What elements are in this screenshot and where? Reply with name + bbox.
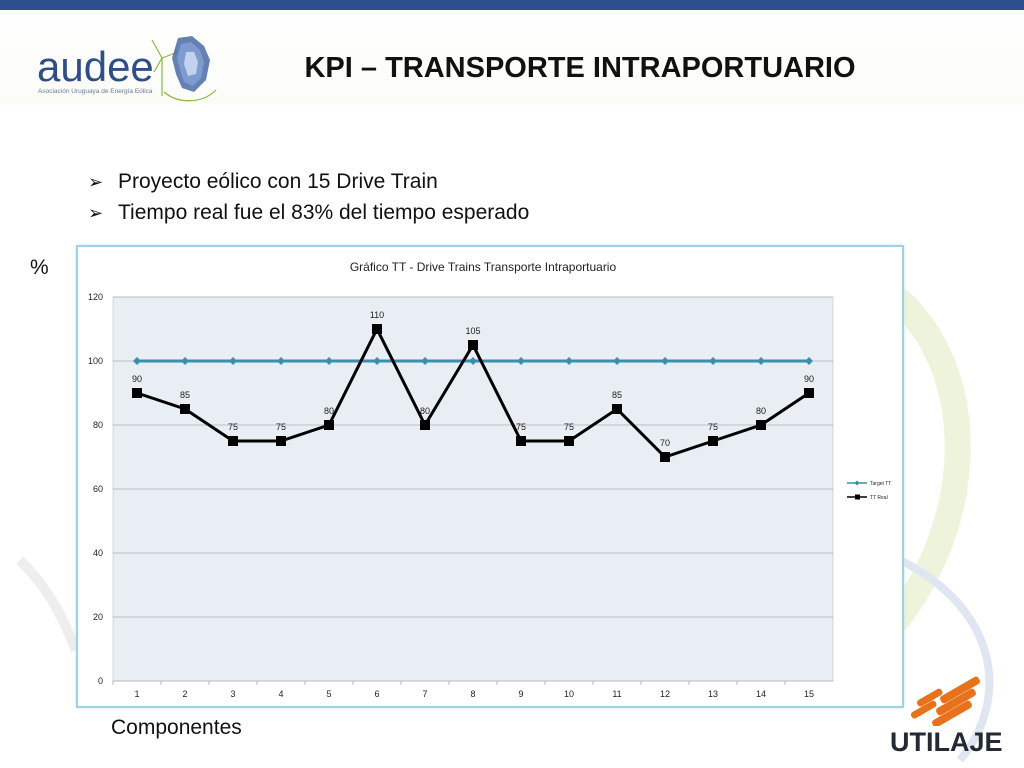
utilaje-logo-word: UTILAJE (890, 727, 1003, 757)
legend-marker (854, 480, 860, 486)
x-tick-label: 4 (278, 689, 283, 699)
y-tick-label: 80 (93, 420, 103, 430)
target-point (421, 357, 429, 365)
target-point (181, 357, 189, 365)
arrow-bullet-icon: ➢ (88, 172, 104, 192)
x-tick-label: 14 (756, 689, 766, 699)
real-point (132, 388, 142, 398)
real-point (228, 436, 238, 446)
x-tick-label: 15 (804, 689, 814, 699)
audee-logo: audee Asociación Uruguaya de Energía Eól… (30, 30, 220, 110)
line-chart: Gráfico TT - Drive Trains Transporte Int… (88, 260, 891, 699)
chart-frame: Gráfico TT - Drive Trains Transporte Int… (76, 245, 904, 708)
x-tick-label: 10 (564, 689, 574, 699)
x-tick-label: 1 (134, 689, 139, 699)
data-label: 80 (756, 406, 766, 416)
target-point (325, 357, 333, 365)
y-unit-label: % (30, 256, 49, 279)
x-tick-label: 6 (374, 689, 379, 699)
target-point (517, 357, 525, 365)
x-tick-label: 8 (470, 689, 475, 699)
utilaje-mark-icon (910, 676, 980, 728)
y-tick-label: 0 (98, 676, 103, 686)
x-caption: Componentes (111, 716, 242, 739)
data-label: 75 (228, 422, 238, 432)
real-point (276, 436, 286, 446)
target-point (805, 357, 813, 365)
x-tick-label: 12 (660, 689, 670, 699)
target-point (661, 357, 669, 365)
legend-label: TT Real (870, 495, 888, 501)
real-point (660, 452, 670, 462)
target-point (757, 357, 765, 365)
x-tick-label: 11 (612, 689, 621, 699)
y-tick-label: 60 (93, 484, 103, 494)
real-point (708, 436, 718, 446)
real-point (324, 420, 334, 430)
data-label: 75 (516, 422, 526, 432)
data-label: 85 (612, 390, 622, 400)
x-tick-label: 9 (518, 689, 523, 699)
legend-marker (855, 494, 860, 500)
data-label: 75 (708, 422, 718, 432)
slide-title: KPI – TRANSPORTE INTRAPORTUARIO (304, 52, 856, 84)
real-point (564, 436, 574, 446)
x-tick-label: 2 (182, 689, 187, 699)
real-point (516, 436, 526, 446)
real-point (468, 340, 478, 350)
data-label: 110 (370, 310, 384, 320)
x-tick-label: 7 (422, 689, 427, 699)
data-label: 80 (420, 406, 430, 416)
bullet-item: ➢ Proyecto eólico con 15 Drive Train (88, 166, 529, 197)
uruguay-map-icon (172, 36, 210, 92)
target-point (229, 357, 237, 365)
legend-label: Target TT (870, 481, 891, 487)
data-label: 90 (804, 374, 814, 384)
y-tick-label: 20 (93, 612, 103, 622)
bullet-text: Tiempo real fue el 83% del tiempo espera… (118, 201, 530, 224)
target-point (373, 357, 381, 365)
target-point (613, 357, 621, 365)
data-label: 75 (564, 422, 574, 432)
real-point (612, 404, 622, 414)
target-point (133, 357, 141, 365)
data-label: 105 (465, 326, 480, 336)
x-tick-label: 5 (326, 689, 331, 699)
bullet-text: Proyecto eólico con 15 Drive Train (118, 170, 438, 193)
data-label: 70 (660, 438, 670, 448)
header-band (0, 10, 1024, 105)
y-tick-label: 100 (88, 356, 103, 366)
chart-title: Gráfico TT - Drive Trains Transporte Int… (350, 260, 617, 274)
target-point (469, 357, 477, 365)
data-label: 90 (132, 374, 142, 384)
x-tick-label: 13 (708, 689, 718, 699)
real-point (756, 420, 766, 430)
top-bar (0, 0, 1024, 10)
wind-turbine-icon (151, 36, 217, 102)
y-tick-label: 40 (93, 548, 103, 558)
target-point (277, 357, 285, 365)
data-label: 85 (180, 390, 190, 400)
real-point (180, 404, 190, 414)
target-point (565, 357, 573, 365)
target-point (709, 357, 717, 365)
audee-logo-subtitle: Asociación Uruguaya de Energía Eólica (38, 88, 153, 95)
x-tick-label: 3 (230, 689, 235, 699)
y-tick-label: 120 (88, 292, 103, 302)
bullet-item: ➢ Tiempo real fue el 83% del tiempo esper… (88, 197, 529, 228)
real-point (420, 420, 430, 430)
data-label: 75 (276, 422, 286, 432)
bullet-list: ➢ Proyecto eólico con 15 Drive Train ➢ Tie… (88, 166, 529, 228)
real-point (372, 324, 382, 334)
utilaje-logo: UTILAJE (890, 670, 1010, 760)
audee-logo-word: audee (37, 43, 154, 90)
arrow-bullet-icon: ➢ (88, 203, 104, 223)
data-label: 80 (324, 406, 334, 416)
real-point (804, 388, 814, 398)
